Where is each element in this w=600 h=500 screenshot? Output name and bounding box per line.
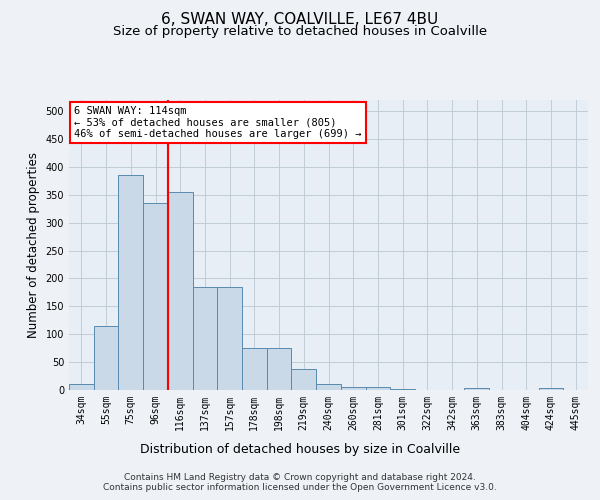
Bar: [118, 176, 143, 390]
Bar: [341, 386, 365, 390]
Bar: [539, 388, 563, 390]
Bar: [217, 287, 242, 390]
Bar: [94, 326, 118, 390]
Bar: [390, 389, 415, 390]
Bar: [292, 370, 316, 390]
Bar: [316, 384, 341, 390]
Bar: [193, 287, 217, 390]
Bar: [69, 384, 94, 390]
Text: Size of property relative to detached houses in Coalville: Size of property relative to detached ho…: [113, 25, 487, 38]
Text: Contains public sector information licensed under the Open Government Licence v3: Contains public sector information licen…: [103, 484, 497, 492]
Bar: [365, 387, 390, 390]
Text: Contains HM Land Registry data © Crown copyright and database right 2024.: Contains HM Land Registry data © Crown c…: [124, 472, 476, 482]
Bar: [168, 192, 193, 390]
Bar: [242, 348, 267, 390]
Bar: [464, 388, 489, 390]
Bar: [267, 348, 292, 390]
Text: 6, SWAN WAY, COALVILLE, LE67 4BU: 6, SWAN WAY, COALVILLE, LE67 4BU: [161, 12, 439, 28]
Text: 6 SWAN WAY: 114sqm
← 53% of detached houses are smaller (805)
46% of semi-detach: 6 SWAN WAY: 114sqm ← 53% of detached hou…: [74, 106, 362, 139]
Bar: [143, 203, 168, 390]
Text: Distribution of detached houses by size in Coalville: Distribution of detached houses by size …: [140, 442, 460, 456]
Y-axis label: Number of detached properties: Number of detached properties: [27, 152, 40, 338]
